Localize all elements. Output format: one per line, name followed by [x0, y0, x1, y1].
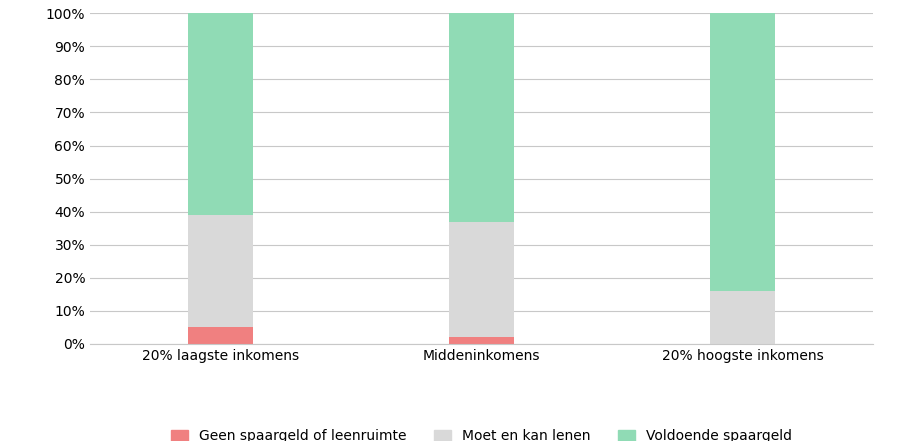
Bar [449, 222, 514, 337]
Bar [710, 291, 775, 344]
Bar [449, 337, 514, 344]
Bar [710, 13, 775, 291]
Bar [188, 327, 253, 344]
Bar [188, 13, 253, 215]
Legend: Geen spaargeld of leenruimte, Moet en kan lenen, Voldoende spaargeld: Geen spaargeld of leenruimte, Moet en ka… [166, 424, 797, 441]
Bar [449, 13, 514, 222]
Bar [188, 215, 253, 327]
